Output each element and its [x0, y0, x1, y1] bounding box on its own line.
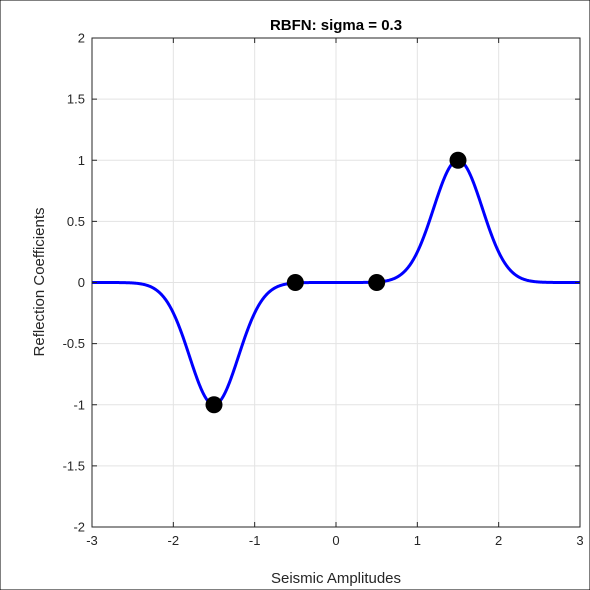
y-tick-label: -1 — [73, 397, 85, 412]
x-tick-label: -2 — [168, 533, 180, 548]
rbf-curve — [91, 158, 581, 407]
chart-title: RBFN: sigma = 0.3 — [270, 17, 402, 34]
series-layer — [91, 151, 581, 414]
x-tick-label: 3 — [576, 533, 583, 548]
x-tick-label: 0 — [332, 533, 339, 548]
x-tick-label: 1 — [414, 533, 421, 548]
y-axis-label: Reflection Coefficients — [31, 208, 48, 357]
data-point — [449, 151, 467, 169]
y-tick-label: 1.5 — [67, 92, 85, 107]
ticks: -3 -2 -1 0 1 2 3-2-1.5-1-0.500.511.52 — [63, 31, 584, 549]
y-tick-label: -2 — [73, 520, 85, 535]
y-tick-label: -0.5 — [63, 336, 85, 351]
x-tick-label: -1 — [249, 533, 261, 548]
y-tick-label: 0.5 — [67, 214, 85, 229]
x-tick-label: 2 — [495, 533, 502, 548]
data-point — [368, 274, 386, 291]
y-tick-label: 0 — [78, 275, 85, 290]
y-tick-label: -1.5 — [63, 458, 85, 473]
y-tick-label: 1 — [78, 153, 85, 168]
x-tick-label: -3 — [86, 533, 98, 548]
data-point — [205, 396, 223, 414]
data-point — [286, 274, 304, 291]
grid — [92, 38, 580, 527]
x-axis-label: Seismic Amplitudes — [271, 570, 401, 587]
y-tick-label: 2 — [78, 31, 85, 46]
